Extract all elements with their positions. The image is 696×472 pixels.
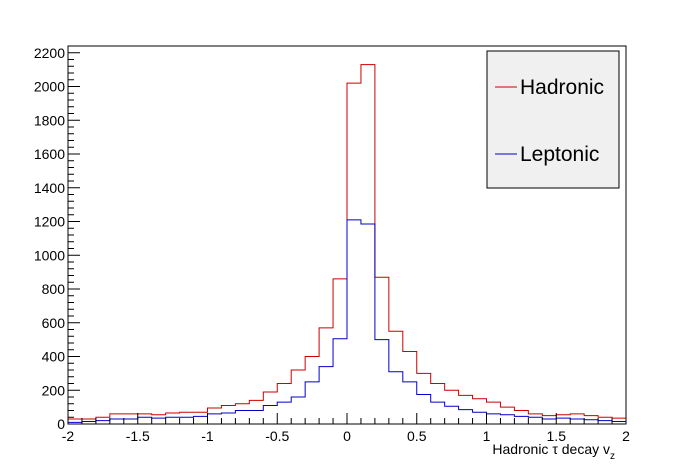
x-tick-label: -1.5: [126, 428, 150, 444]
y-tick-label: 1800: [34, 112, 65, 128]
x-tick-label: 1.5: [547, 428, 567, 444]
x-tick-label: -1: [201, 428, 214, 444]
histogram-line-leptonic: [67, 219, 627, 424]
histogram-line-hadronic: [67, 64, 627, 424]
x-tick-label: 1: [483, 428, 491, 444]
y-tick-label: 2200: [34, 45, 65, 61]
legend-label-hadronic: Hadronic: [520, 76, 604, 99]
y-tick-label: 1200: [34, 214, 65, 230]
y-tick-label: 1600: [34, 146, 65, 162]
x-tick-label: -0.5: [265, 428, 289, 444]
x-axis-title: Hadronic τ decay vz: [492, 441, 615, 462]
x-tick-label: 0.5: [407, 428, 427, 444]
x-tick-label: 0: [343, 428, 351, 444]
legend: Hadronic Leptonic: [486, 50, 620, 189]
y-tick-label: 400: [42, 349, 66, 365]
legend-box: [486, 50, 620, 189]
y-tick-label: 800: [42, 281, 66, 297]
y-tick-label: 200: [42, 382, 66, 398]
axes: 0 200 400 600 800 1000 1200 1400 1600 1800 2000 220…: [34, 45, 630, 444]
x-tick-label: 2: [622, 428, 630, 444]
y-tick-label: 600: [42, 315, 66, 331]
y-tick-label: 1000: [34, 247, 65, 263]
y-tick-label: 1400: [34, 180, 65, 196]
y-tick-label: 2000: [34, 79, 65, 95]
y-tick-label: 0: [57, 416, 65, 432]
x-tick-label: -2: [62, 428, 75, 444]
legend-label-leptonic: Leptonic: [520, 143, 599, 166]
